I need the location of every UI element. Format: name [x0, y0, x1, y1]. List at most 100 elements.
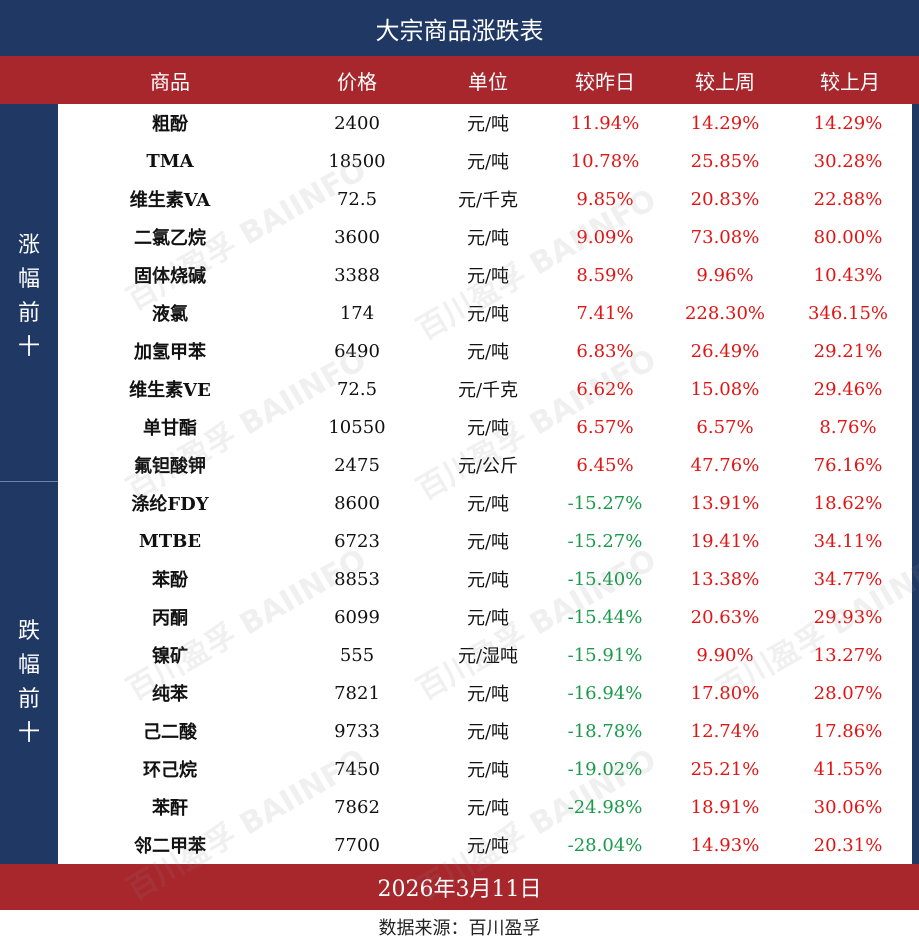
change-vs-last-month: 10.43%: [813, 264, 883, 286]
price-value: 7700: [334, 834, 380, 856]
section-up-char-3: 前: [17, 301, 40, 326]
table-row: 涤纶FDY 8600 元/吨 -15.27% 13.91% 18.62%: [58, 484, 912, 522]
price-value: 7862: [334, 796, 380, 818]
change-vs-last-week: 228.30%: [684, 302, 766, 324]
change-vs-yesterday: -28.04%: [567, 834, 643, 856]
unit-value: 元/吨: [466, 798, 510, 819]
commodity-name: 维生素VE: [129, 380, 211, 401]
change-vs-last-month: 29.46%: [813, 378, 883, 400]
change-vs-last-month: 20.31%: [813, 834, 883, 856]
unit-value: 元/千克: [457, 190, 519, 211]
commodity-name: 固体烧碱: [134, 266, 206, 287]
header-price: 价格: [337, 69, 377, 94]
change-vs-yesterday: -15.27%: [567, 492, 643, 514]
change-vs-yesterday: -18.78%: [567, 720, 643, 742]
change-vs-last-week: 12.74%: [690, 720, 760, 742]
table-row: 加氢甲苯 6490 元/吨 6.83% 26.49% 29.21%: [58, 332, 912, 370]
price-value: 7450: [334, 758, 380, 780]
price-value: 6099: [334, 606, 380, 628]
price-value: 72.5: [336, 188, 378, 210]
change-vs-last-month: 30.28%: [813, 150, 883, 172]
unit-value: 元/吨: [466, 608, 510, 629]
header-vs-last-month: 较上月: [820, 69, 880, 94]
change-vs-last-week: 9.96%: [696, 264, 754, 286]
data-source: 数据来源：百川盈孚: [0, 910, 919, 943]
price-value: 9733: [334, 720, 380, 742]
header-vs-yesterday: 较昨日: [575, 69, 635, 94]
price-value: 2400: [334, 112, 380, 134]
change-vs-last-month: 34.77%: [813, 568, 883, 590]
change-vs-yesterday: 6.57%: [576, 416, 634, 438]
table-row: 丙酮 6099 元/吨 -15.44% 20.63% 29.93%: [58, 598, 912, 636]
table-row: 苯酐 7862 元/吨 -24.98% 18.91% 30.06%: [58, 788, 912, 826]
unit-value: 元/吨: [466, 532, 510, 553]
commodity-name: 单甘酯: [143, 418, 197, 439]
unit-value: 元/公斤: [457, 456, 519, 477]
unit-value: 元/吨: [466, 114, 510, 135]
table-row: 固体烧碱 3388 元/吨 8.59% 9.96% 10.43%: [58, 256, 912, 294]
change-vs-last-week: 13.38%: [690, 568, 760, 590]
commodity-name: 纯苯: [152, 684, 188, 705]
section-down-char-4: 十: [17, 721, 40, 746]
change-vs-last-month: 41.55%: [813, 758, 883, 780]
unit-value: 元/吨: [466, 304, 510, 325]
change-vs-last-week: 26.49%: [690, 340, 760, 362]
change-vs-last-month: 28.07%: [813, 682, 883, 704]
table-row: 镍矿 555 元/湿吨 -15.91% 9.90% 13.27%: [58, 636, 912, 674]
commodity-name: 己二酸: [143, 722, 197, 743]
section-label-top-gainers: 涨 幅 前 十: [0, 104, 58, 482]
commodity-name: 邻二甲苯: [134, 836, 206, 857]
change-vs-last-week: 25.21%: [690, 758, 760, 780]
change-vs-last-week: 9.90%: [696, 644, 754, 666]
change-vs-last-month: 8.76%: [819, 416, 877, 438]
unit-value: 元/吨: [466, 266, 510, 287]
change-vs-last-week: 15.08%: [690, 378, 760, 400]
change-vs-last-month: 29.21%: [813, 340, 883, 362]
table-row: 维生素VA 72.5 元/千克 9.85% 20.83% 22.88%: [58, 180, 912, 218]
commodity-name: 氟钽酸钾: [134, 456, 206, 477]
header-vs-last-week: 较上周: [695, 69, 755, 94]
unit-value: 元/吨: [466, 342, 510, 363]
price-value: 555: [339, 644, 375, 666]
change-vs-yesterday: -19.02%: [567, 758, 643, 780]
commodity-name: 二氯乙烷: [134, 228, 206, 249]
section-down-char-1: 跌: [17, 619, 40, 644]
price-value: 7821: [334, 682, 380, 704]
change-vs-last-week: 20.83%: [690, 188, 760, 210]
change-vs-yesterday: 11.94%: [570, 112, 640, 134]
price-value: 2475: [334, 454, 380, 476]
change-vs-last-month: 29.93%: [813, 606, 883, 628]
table-row: 纯苯 7821 元/吨 -16.94% 17.80% 28.07%: [58, 674, 912, 712]
change-vs-last-week: 6.57%: [696, 416, 754, 438]
table-row: 氟钽酸钾 2475 元/公斤 6.45% 47.76% 76.16%: [58, 446, 912, 484]
change-vs-last-month: 18.62%: [813, 492, 883, 514]
change-vs-last-month: 22.88%: [813, 188, 883, 210]
unit-value: 元/湿吨: [457, 646, 519, 667]
unit-value: 元/吨: [466, 760, 510, 781]
commodity-name: 苯酚: [152, 570, 188, 591]
change-vs-yesterday: -15.44%: [567, 606, 643, 628]
change-vs-last-month: 346.15%: [807, 302, 889, 324]
unit-value: 元/吨: [466, 836, 510, 857]
table-row: 邻二甲苯 7700 元/吨 -28.04% 14.93% 20.31%: [58, 826, 912, 864]
change-vs-yesterday: -16.94%: [567, 682, 643, 704]
change-vs-yesterday: 6.45%: [576, 454, 634, 476]
table-header-row: 商品 价格 单位 较昨日 较上周 较上月: [0, 56, 919, 104]
change-vs-yesterday: 6.83%: [576, 340, 634, 362]
price-value: 3388: [334, 264, 380, 286]
price-value: 72.5: [336, 378, 378, 400]
change-vs-yesterday: -24.98%: [567, 796, 643, 818]
price-value: 6723: [334, 530, 380, 552]
change-vs-last-month: 14.29%: [813, 112, 883, 134]
unit-value: 元/吨: [466, 570, 510, 591]
change-vs-last-month: 34.11%: [813, 530, 883, 552]
unit-value: 元/吨: [466, 722, 510, 743]
change-vs-last-month: 17.86%: [813, 720, 883, 742]
change-vs-yesterday: 6.62%: [576, 378, 634, 400]
change-vs-yesterday: 7.41%: [576, 302, 634, 324]
commodity-name: 粗酚: [152, 114, 188, 135]
unit-value: 元/吨: [466, 494, 510, 515]
price-value: 6490: [334, 340, 380, 362]
unit-value: 元/吨: [466, 228, 510, 249]
